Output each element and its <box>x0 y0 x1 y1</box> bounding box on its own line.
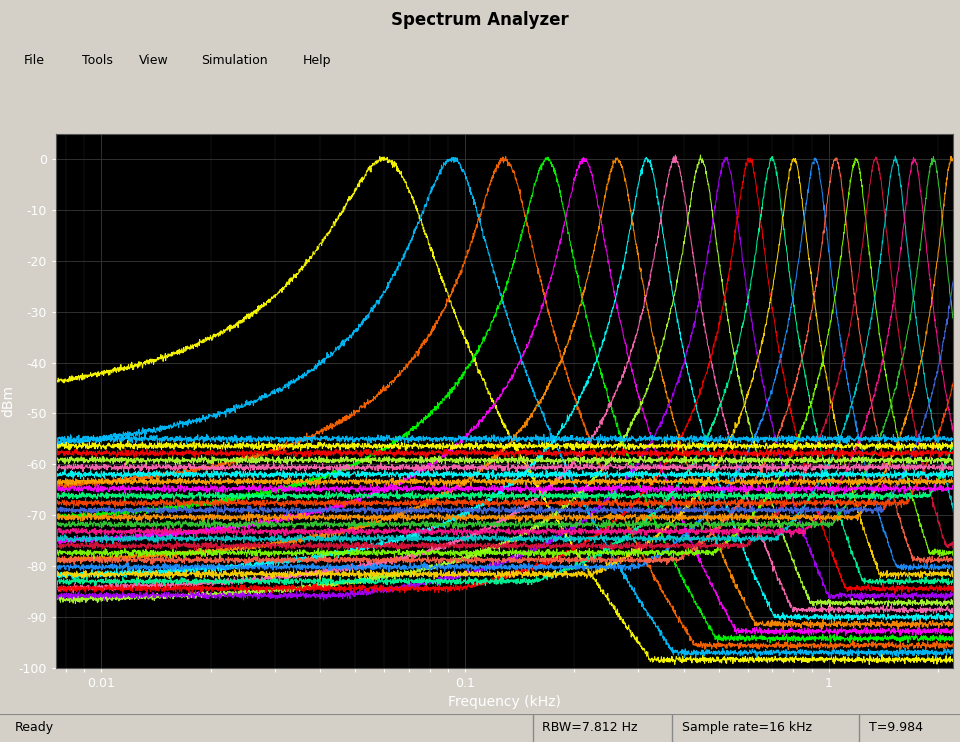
Text: T=9.984: T=9.984 <box>869 721 923 735</box>
Text: Sample rate=16 kHz: Sample rate=16 kHz <box>682 721 811 735</box>
Text: File: File <box>24 53 45 67</box>
Text: Help: Help <box>302 53 331 67</box>
X-axis label: Frequency (kHz): Frequency (kHz) <box>448 695 561 709</box>
Text: Simulation: Simulation <box>202 53 268 67</box>
Text: Ready: Ready <box>14 721 54 735</box>
Text: View: View <box>139 53 169 67</box>
Text: RBW=7.812 Hz: RBW=7.812 Hz <box>542 721 637 735</box>
Y-axis label: dBm: dBm <box>2 384 15 417</box>
Text: Spectrum Analyzer: Spectrum Analyzer <box>391 10 569 29</box>
Text: Tools: Tools <box>82 53 112 67</box>
